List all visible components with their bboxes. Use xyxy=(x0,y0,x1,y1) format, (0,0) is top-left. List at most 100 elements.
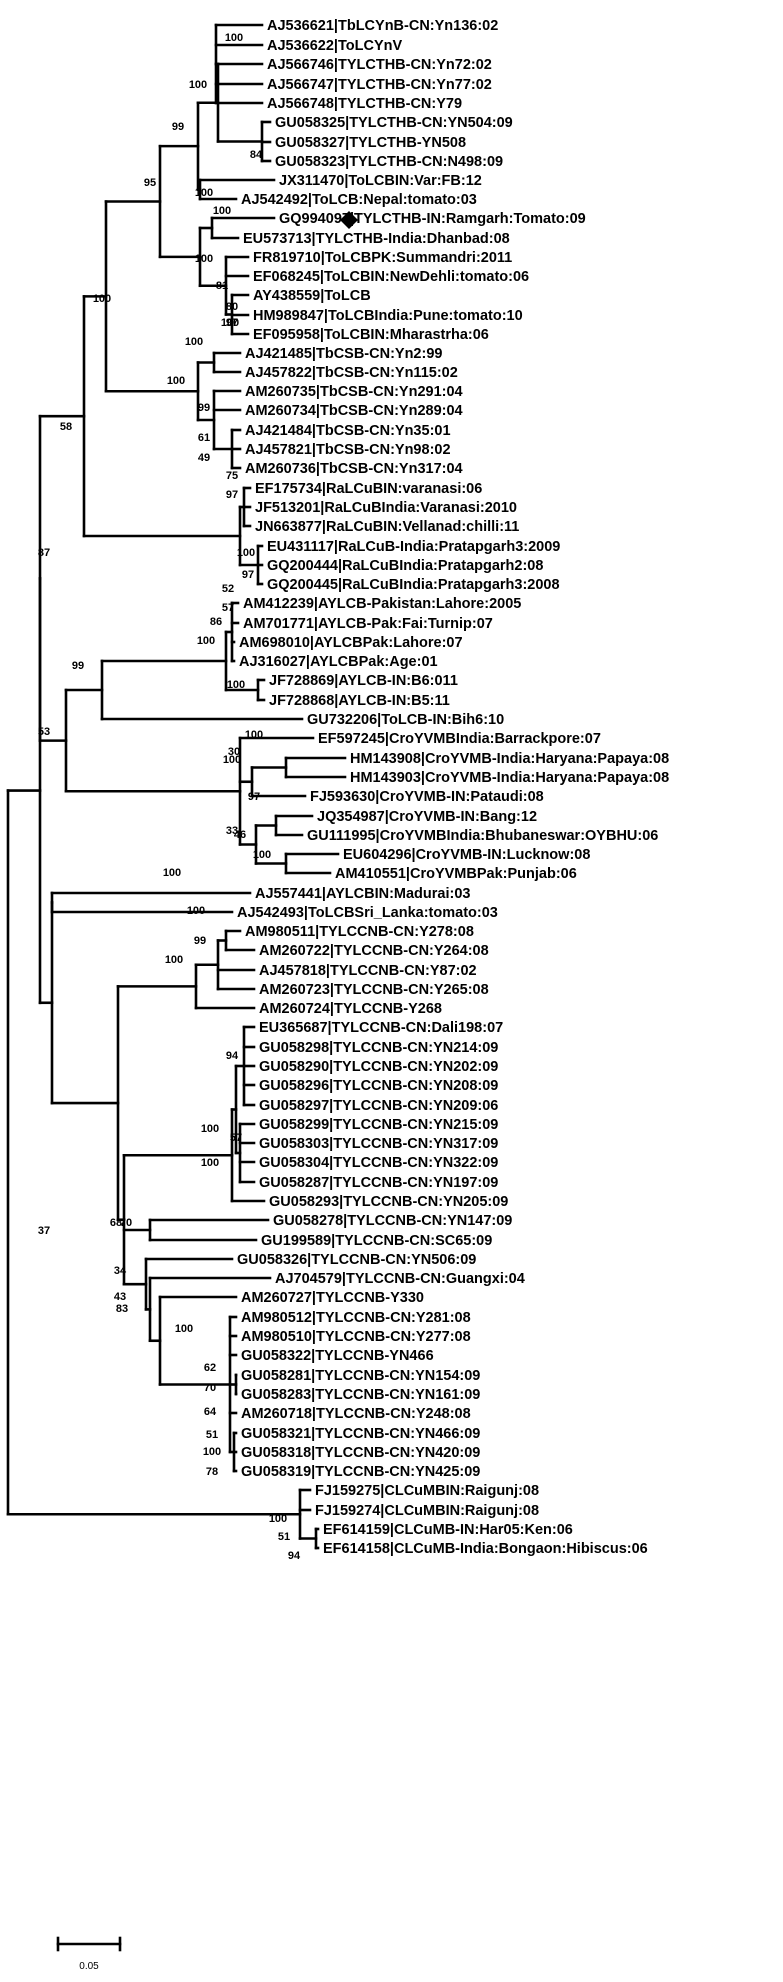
bootstrap-values: 1008410010010010081809710010099614975971… xyxy=(38,32,301,1562)
bootstrap-label: 57 xyxy=(222,602,234,614)
bootstrap-label: 78 xyxy=(206,1466,218,1478)
bootstrap-label: 87 xyxy=(38,547,50,559)
leaf-label: JF728868|AYLCB-IN:B5:11 xyxy=(269,693,450,709)
bootstrap-label: 80 xyxy=(226,301,238,313)
leaf-label: GQ200444|RaLCuBIndia:Pratapgarh2:08 xyxy=(267,558,543,574)
leaf-label: AJ457822|TbCSB-CN:Yn115:02 xyxy=(245,365,458,381)
leaf-label: FJ593630|CroYVMB-IN:Pataudi:08 xyxy=(310,789,544,805)
leaf-label: AJ542493|ToLCBSri_Lanka:tomato:03 xyxy=(237,905,498,921)
leaf-label: AJ421485|TbCSB-CN:Yn2:99 xyxy=(245,346,442,362)
bootstrap-label: 62 xyxy=(204,1362,216,1374)
leaf-label: AJ536622|ToLCYnV xyxy=(267,38,402,54)
leaf-label: AM260736|TbCSB-CN:Yn317:04 xyxy=(245,461,463,477)
bootstrap-label: 58 xyxy=(60,421,72,433)
leaf-label: GU058299|TYLCCNB-CN:YN215:09 xyxy=(259,1117,498,1133)
leaf-label: AJ536621|TbLCYnB-CN:Yn136:02 xyxy=(267,18,498,34)
leaf-label: GU058327|TYLCTHB-YN508 xyxy=(275,135,466,151)
leaf-label: GU058283|TYLCCNB-CN:YN161:09 xyxy=(241,1387,480,1403)
leaf-label: AM260724|TYLCCNB-Y268 xyxy=(259,1001,442,1017)
leaf-label: GU058321|TYLCCNB-CN:YN466:09 xyxy=(241,1426,480,1442)
leaf-label: EF597245|CroYVMBIndia:Barrackpore:07 xyxy=(318,731,601,747)
bootstrap-label: 68 xyxy=(110,1217,122,1229)
leaf-label: AJ457821|TbCSB-CN:Yn98:02 xyxy=(245,442,451,458)
leaf-label: EU604296|CroYVMB-IN:Lucknow:08 xyxy=(343,847,590,863)
bootstrap-label: 100 xyxy=(223,754,241,766)
leaf-label: JF728869|AYLCB-IN:B6:011 xyxy=(269,673,458,689)
leaf-label: FR819710|ToLCBPK:Summandri:2011 xyxy=(253,250,512,266)
leaf-label: GU058326|TYLCCNB-CN:YN506:09 xyxy=(237,1252,476,1268)
bootstrap-label: 100 xyxy=(165,954,183,966)
leaf-label: AM260734|TbCSB-CN:Yn289:04 xyxy=(245,403,463,419)
leaf-label: GU058322|TYLCCNB-YN466 xyxy=(241,1348,434,1364)
leaf-label: AM410551|CroYVMBPak:Punjab:06 xyxy=(335,866,577,882)
bootstrap-label: 99 xyxy=(198,402,210,414)
bootstrap-label: 100 xyxy=(221,317,239,329)
bootstrap-label: 100 xyxy=(213,205,231,217)
leaf-label: GU199589|TYLCCNB-CN:SC65:09 xyxy=(261,1233,492,1249)
leaf-label: GU058297|TYLCCNB-CN:YN209:06 xyxy=(259,1098,498,1114)
bootstrap-label: 75 xyxy=(226,470,238,482)
leaf-label: FJ159274|CLCuMBIN:Raigunj:08 xyxy=(315,1503,539,1519)
bootstrap-label: 100 xyxy=(175,1323,193,1335)
bootstrap-label: 43 xyxy=(114,1291,126,1303)
bootstrap-label: 57 xyxy=(230,1132,242,1144)
leaf-label: AM698010|AYLCBPak:Lahore:07 xyxy=(239,635,463,651)
leaf-label: GU058303|TYLCCNB-CN:YN317:09 xyxy=(259,1136,498,1152)
bootstrap-label: 100 xyxy=(245,729,263,741)
bootstrap-label: 100 xyxy=(195,187,213,199)
leaf-label: GU058319|TYLCCNB-CN:YN425:09 xyxy=(241,1464,480,1480)
bootstrap-label: 70 xyxy=(204,1382,216,1394)
leaf-label: AJ457818|TYLCCNB-CN:Y87:02 xyxy=(259,963,477,979)
bootstrap-label: 100 xyxy=(237,547,255,559)
leaf-label: GU058298|TYLCCNB-CN:YN214:09 xyxy=(259,1040,498,1056)
leaf-label: HM143908|CroYVMB-India:Haryana:Papaya:08 xyxy=(350,751,669,767)
leaf-label: AJ566747|TYLCTHB-CN:Yn77:02 xyxy=(267,77,492,93)
bootstrap-label: 86 xyxy=(210,616,222,628)
leaf-label: AM701771|AYLCB-Pak:Fai:Turnip:07 xyxy=(243,616,493,632)
leaf-label: JX311470|ToLCBIN:Var:FB:12 xyxy=(279,173,482,189)
bootstrap-label: 100 xyxy=(197,635,215,647)
bootstrap-label: 95 xyxy=(144,177,156,189)
bootstrap-label: 53 xyxy=(38,726,50,738)
bootstrap-label: 30 xyxy=(228,746,240,758)
leaf-label: GU058304|TYLCCNB-CN:YN322:09 xyxy=(259,1155,498,1171)
leaf-label: AJ704579|TYLCCNB-CN:Guangxi:04 xyxy=(275,1271,525,1287)
leaf-label: EU365687|TYLCCNB-CN:Dali198:07 xyxy=(259,1020,503,1036)
bootstrap-label: 97 xyxy=(248,791,260,803)
highlight-diamond-icon xyxy=(340,211,358,229)
leaf-label: AM980511|TYLCCNB-CN:Y278:08 xyxy=(245,924,474,940)
leaf-label: AY438559|ToLCB xyxy=(253,288,371,304)
leaf-label: AM260735|TbCSB-CN:Yn291:04 xyxy=(245,384,463,400)
bootstrap-label: 33 xyxy=(226,825,238,837)
bootstrap-label: 100 xyxy=(227,679,245,691)
leaf-label: GQ994097|TYLCTHB-IN:Ramgarh:Tomato:09 xyxy=(279,211,586,227)
bootstrap-label: 34 xyxy=(114,1265,127,1277)
leaf-label: AJ566746|TYLCTHB-CN:Yn72:02 xyxy=(267,57,492,73)
bootstrap-label: 83 xyxy=(116,1303,128,1315)
leaf-label: EU431117|RaLCuB-India:Pratapgarh3:2009 xyxy=(267,539,560,555)
leaf-label: AM260718|TYLCCNB-CN:Y248:08 xyxy=(241,1406,471,1422)
leaf-label: AM980510|TYLCCNB-CN:Y277:08 xyxy=(241,1329,471,1345)
bootstrap-label: 94 xyxy=(288,1550,301,1562)
leaf-label: GU058278|TYLCCNB-CN:YN147:09 xyxy=(273,1213,512,1229)
leaf-label: AJ566748|TYLCTHB-CN:Y79 xyxy=(267,96,462,112)
leaf-label: AJ316027|AYLCBPak:Age:01 xyxy=(239,654,438,670)
bootstrap-label: 100 xyxy=(225,32,243,44)
scale-bar: 0.05 xyxy=(56,1936,122,1972)
scale-bar-label: 0.05 xyxy=(79,1961,99,1972)
bootstrap-label: 97 xyxy=(226,489,238,501)
leaf-label: JQ354987|CroYVMB-IN:Bang:12 xyxy=(317,809,537,825)
leaf-label: AM980512|TYLCCNB-CN:Y281:08 xyxy=(241,1310,471,1326)
leaf-label: GU058318|TYLCCNB-CN:YN420:09 xyxy=(241,1445,480,1461)
leaf-label: GU111995|CroYVMBIndia:Bhubaneswar:OYBHU:… xyxy=(307,828,658,844)
leaf-label: AJ542492|ToLCB:Nepal:tomato:03 xyxy=(241,192,477,208)
leaf-label: EF175734|RaLCuBIN:varanasi:06 xyxy=(255,481,482,497)
leaf-label: EF068245|ToLCBIN:NewDehli:tomato:06 xyxy=(253,269,529,285)
bootstrap-label: 51 xyxy=(206,1429,218,1441)
bootstrap-label: 64 xyxy=(204,1406,217,1418)
bootstrap-label: 49 xyxy=(198,452,210,464)
bootstrap-label: 52 xyxy=(222,583,234,595)
leaf-label: EU573713|TYLCTHB-India:Dhanbad:08 xyxy=(243,231,510,247)
bootstrap-label: 97 xyxy=(242,569,254,581)
bootstrap-label: 94 xyxy=(226,1050,239,1062)
